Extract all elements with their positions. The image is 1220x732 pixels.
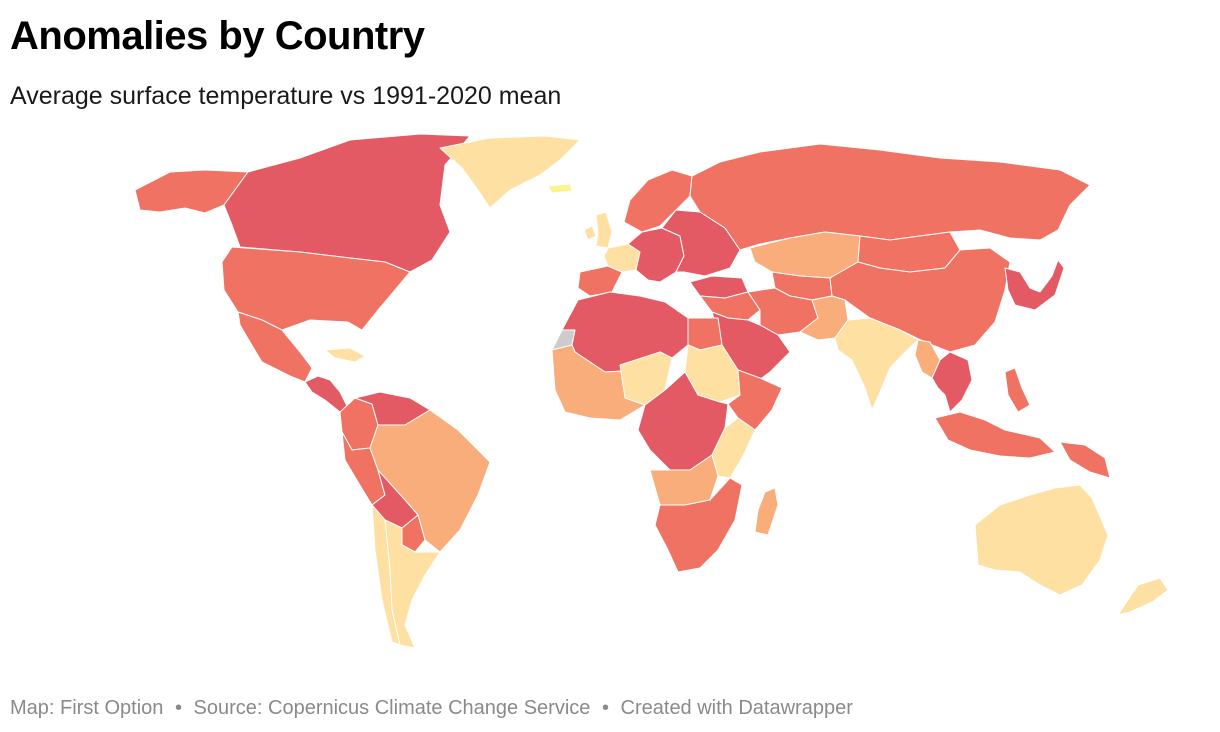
region-new-zealand[interactable] xyxy=(1117,577,1169,616)
footer-separator-2: • xyxy=(601,697,609,719)
region-australia[interactable] xyxy=(974,484,1109,596)
region-philippines[interactable] xyxy=(1004,367,1031,413)
source-credit: Source: Copernicus Climate Change Servic… xyxy=(193,697,591,719)
region-alaska[interactable] xyxy=(134,169,249,214)
region-united-states[interactable] xyxy=(221,246,411,331)
region-greenland[interactable] xyxy=(439,135,581,209)
region-ireland[interactable] xyxy=(583,225,597,241)
region-united-kingdom[interactable] xyxy=(595,211,613,249)
map-svg xyxy=(134,133,1169,649)
region-southern-africa[interactable] xyxy=(654,477,743,573)
region-caribbean[interactable] xyxy=(324,347,366,363)
region-egypt[interactable] xyxy=(687,317,723,351)
region-central-america[interactable] xyxy=(304,375,349,413)
footer-separator-1: • xyxy=(174,697,182,719)
datawrapper-credit: Created with Datawrapper xyxy=(620,697,853,719)
region-chile[interactable] xyxy=(371,504,401,646)
world-map xyxy=(0,125,1220,675)
region-iberia[interactable] xyxy=(577,265,623,297)
chart-subtitle: Average surface temperature vs 1991-2020… xyxy=(10,82,562,110)
region-madagascar[interactable] xyxy=(754,487,779,536)
region-india[interactable] xyxy=(834,317,919,411)
region-korea-japan[interactable] xyxy=(1004,259,1065,311)
footer: Map: First Option • Source: Copernicus C… xyxy=(10,695,853,721)
chart-title: Anomalies by Country xyxy=(10,14,425,58)
region-east-africa[interactable] xyxy=(711,417,756,479)
map-credit: Map: First Option xyxy=(10,697,164,719)
region-southeast-asia[interactable] xyxy=(931,351,973,413)
region-iceland[interactable] xyxy=(547,183,573,194)
region-papua-new-guinea[interactable] xyxy=(1059,441,1111,479)
region-russia[interactable] xyxy=(689,143,1091,251)
region-eastern-europe[interactable] xyxy=(661,209,741,277)
region-indonesia[interactable] xyxy=(934,411,1056,459)
